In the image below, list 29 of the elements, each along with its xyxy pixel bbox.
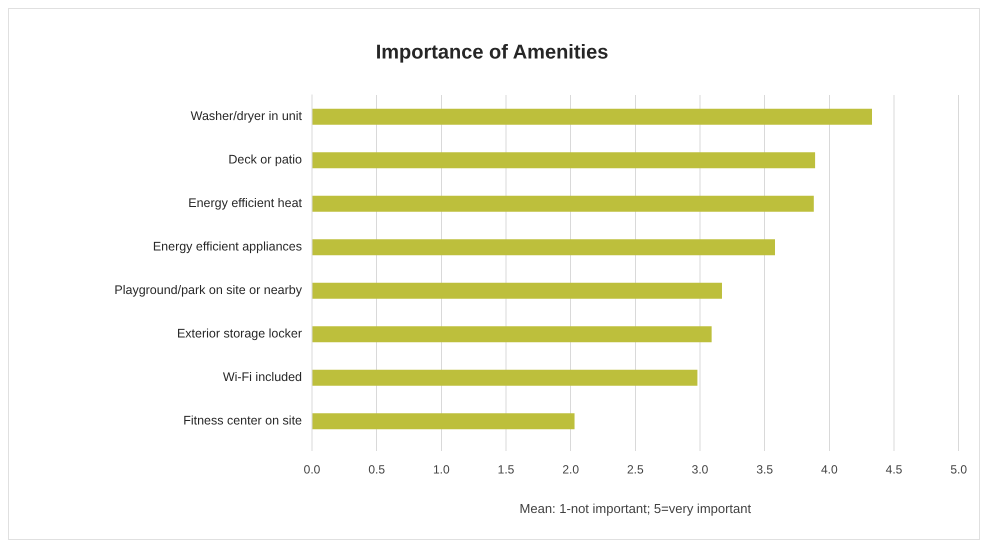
y-tick-label: Washer/dryer in unit — [190, 109, 303, 124]
x-tick-label: 0.5 — [368, 462, 386, 477]
bar — [312, 196, 814, 212]
x-tick-label: 0.0 — [304, 462, 321, 477]
x-tick-label: 2.5 — [626, 462, 644, 477]
x-tick-label: 4.0 — [820, 462, 838, 477]
y-tick-label: Playground/park on site or nearby — [114, 283, 303, 298]
x-tick-label: 3.0 — [692, 462, 709, 477]
x-tick-label: 2.0 — [562, 462, 580, 477]
x-tick-label: 5.0 — [950, 462, 968, 477]
x-tick-label: 3.5 — [756, 462, 774, 477]
chart-title: Importance of Amenities — [376, 42, 608, 64]
bar — [312, 282, 722, 299]
bar — [312, 108, 872, 125]
x-axis-title: Mean: 1-not important; 5=very important — [520, 500, 752, 516]
y-tick-label: Energy efficient appliances — [152, 240, 302, 254]
x-tick-label: 4.5 — [886, 462, 903, 477]
y-tick-label: Deck or patio — [228, 152, 302, 167]
bar — [312, 326, 712, 342]
y-tick-label: Exterior storage locker — [176, 326, 302, 341]
y-tick-label: Fitness center on site — [183, 414, 302, 428]
bar — [312, 370, 698, 386]
bar — [312, 152, 816, 168]
y-tick-label: Wi-Fi included — [222, 370, 302, 384]
x-tick-label: 1.5 — [498, 462, 515, 477]
bar — [312, 239, 776, 256]
bar — [312, 413, 575, 430]
y-tick-label: Energy efficient heat — [188, 196, 303, 210]
x-tick-label: 1.0 — [432, 462, 450, 477]
